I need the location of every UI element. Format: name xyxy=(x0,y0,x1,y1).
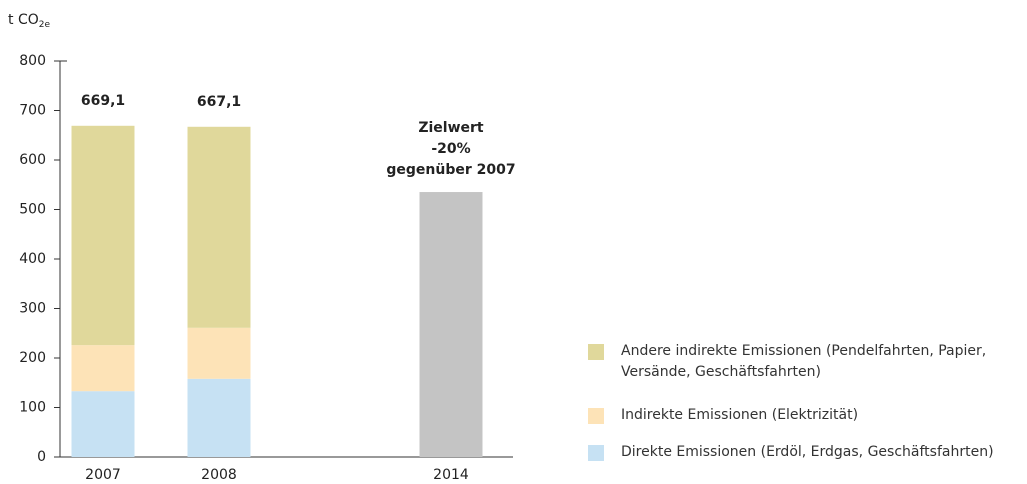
legend-swatch xyxy=(588,445,604,461)
legend-swatch xyxy=(588,408,604,424)
legend-item: Indirekte Emissionen (Elektrizität) xyxy=(588,407,858,426)
y-tick-label: 100 xyxy=(19,400,46,416)
bar-segment xyxy=(71,125,135,346)
bar-segment xyxy=(71,345,135,392)
bar-segment xyxy=(187,378,251,457)
legend-item: Direkte Emissionen (Erdöl, Erdgas, Gesch… xyxy=(588,444,994,463)
annotation: Zielwert xyxy=(418,120,484,136)
y-tick-label: 200 xyxy=(19,350,46,366)
y-tick-label: 500 xyxy=(19,202,46,218)
bar-segment xyxy=(187,126,251,328)
x-tick-label: 2008 xyxy=(201,467,237,483)
bar-segment xyxy=(187,327,251,379)
annotation: gegenüber 2007 xyxy=(386,162,515,178)
legend-item: Andere indirekte Emissionen (Pendelfahrt… xyxy=(588,343,991,383)
total-label: 669,1 xyxy=(81,93,125,109)
legend-swatch xyxy=(588,344,604,360)
y-tick-label: 600 xyxy=(19,152,46,168)
y-label-main: t CO xyxy=(8,12,39,28)
legend-label: Indirekte Emissionen (Elektrizität) xyxy=(621,407,859,423)
bar-segment xyxy=(71,391,135,457)
target-bar xyxy=(419,192,483,458)
legend-label: Andere indirekte Emissionen (Pendelfahrt… xyxy=(621,343,987,380)
y-tick-label: 700 xyxy=(19,103,46,119)
y-tick-label: 800 xyxy=(19,53,46,69)
y-tick-label: 400 xyxy=(19,251,46,267)
annotation: -20% xyxy=(431,141,470,157)
x-tick-label: 2007 xyxy=(85,467,121,483)
y-tick-label: 0 xyxy=(37,449,46,465)
legend-label: Direkte Emissionen (Erdöl, Erdgas, Gesch… xyxy=(621,444,994,460)
y-label-sub: 2e xyxy=(39,20,51,30)
x-tick-label: 2014 xyxy=(433,467,469,483)
total-label: 667,1 xyxy=(197,94,241,110)
y-axis-label: t CO2e xyxy=(8,12,50,30)
y-tick-label: 300 xyxy=(19,301,46,317)
